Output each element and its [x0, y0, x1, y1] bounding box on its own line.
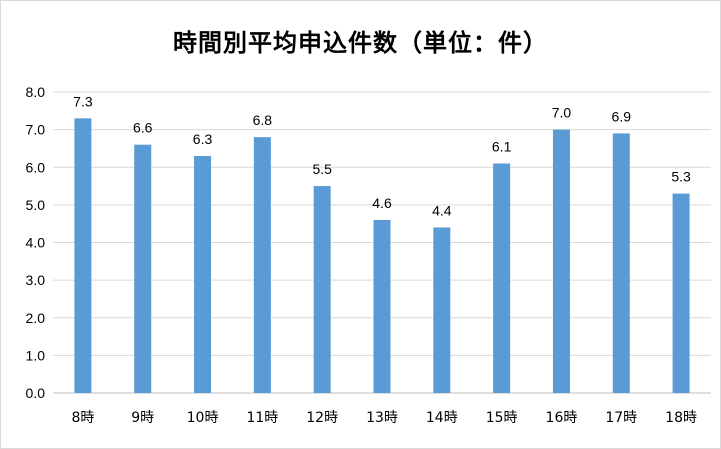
- x-tick-label: 8時: [71, 410, 94, 426]
- chart-title: 時間別平均申込件数（単位：件）: [173, 29, 548, 57]
- data-label: 4.4: [432, 202, 452, 218]
- bar: [313, 186, 331, 393]
- y-tick-label: 1.0: [26, 347, 46, 363]
- data-label: 7.3: [73, 93, 93, 109]
- bar: [74, 118, 92, 394]
- data-label: 6.8: [253, 112, 273, 128]
- data-label: 5.3: [671, 169, 691, 185]
- bar: [672, 193, 690, 393]
- bar: [134, 144, 152, 393]
- x-tick-label: 10時: [187, 410, 219, 426]
- data-label: 7.0: [552, 105, 572, 121]
- bar: [194, 155, 212, 393]
- bar: [433, 227, 451, 393]
- data-label: 6.9: [612, 108, 632, 124]
- bar: [373, 219, 391, 393]
- x-tick-label: 9時: [131, 410, 154, 426]
- y-tick-label: 3.0: [26, 272, 46, 288]
- bar: [552, 129, 570, 393]
- data-label: 4.6: [372, 195, 392, 211]
- y-tick-label: 7.0: [26, 122, 46, 138]
- x-tick-label: 18時: [665, 410, 697, 426]
- x-tick-label: 11時: [246, 410, 278, 426]
- data-label: 6.3: [193, 131, 213, 147]
- bar: [253, 137, 271, 393]
- x-tick-label: 13時: [366, 410, 398, 426]
- y-tick-label: 5.0: [26, 197, 46, 213]
- x-tick-label: 14時: [426, 410, 458, 426]
- data-label: 6.6: [133, 120, 153, 136]
- bar: [612, 133, 630, 393]
- y-tick-label: 2.0: [26, 310, 46, 326]
- y-tick-label: 8.0: [26, 84, 46, 100]
- x-tick-label: 17時: [605, 410, 637, 426]
- x-tick-label: 12時: [306, 410, 338, 426]
- bar: [493, 163, 511, 393]
- y-tick-label: 0.0: [26, 385, 46, 401]
- y-tick-label: 4.0: [26, 235, 46, 251]
- x-tick-label: 16時: [546, 410, 578, 426]
- x-tick-label: 15時: [486, 410, 518, 426]
- y-tick-label: 6.0: [26, 159, 46, 175]
- data-label: 6.1: [492, 138, 512, 154]
- data-label: 5.5: [312, 161, 332, 177]
